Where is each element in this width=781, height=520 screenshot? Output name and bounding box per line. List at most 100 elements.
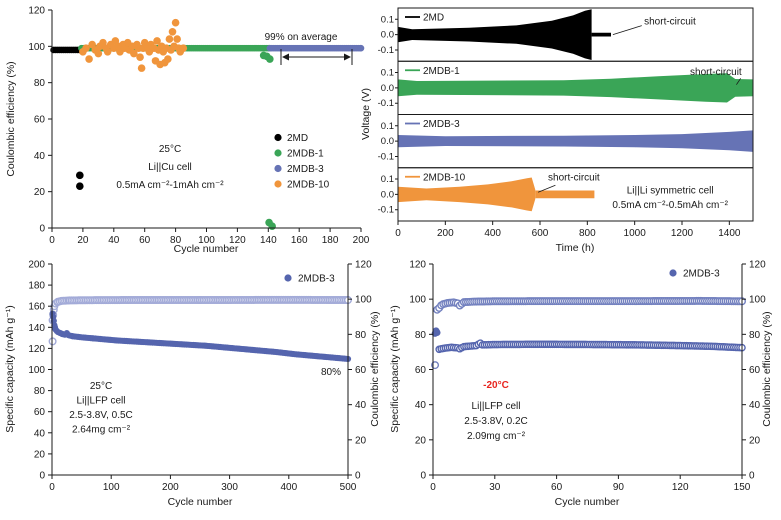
y-tick-label-left: 0 [420,471,426,482]
annotation-short-circuit: short-circuit [548,172,600,183]
legend-label: 2MDB-10 [423,172,466,183]
note-line: 0.5mA cm⁻²-1mAh cm⁻² [116,180,224,191]
x-tick-label: 120 [229,235,246,246]
y-tick-label: 0.1 [381,68,394,79]
series-2MDB-10-outlier [165,35,174,43]
x-tick-label: 200 [437,228,454,239]
legend-marker-2MDB-3 [274,164,282,173]
series-2MDB-10-outlier [130,49,138,58]
x-tick-label: 300 [221,482,238,493]
panel-d-lfp-cycling-minus20c-chart: 0 20 40 60 80 100 120 0 20 40 60 80 100 120 0 30 60 90 120… [390,260,773,509]
legend-label: 2MDB-10 [287,180,330,191]
series-2MDB-1-outlier [266,55,274,63]
y-tick-label-left: 40 [34,428,46,439]
y-tick-label: 0.0 [381,136,394,147]
y-tick-label-left: 80 [34,386,46,397]
series-2MD-outlier [76,171,84,180]
x-tick-label: 200 [162,482,179,493]
series-2MDB-10-outlier [136,53,144,62]
x-tick-label: 160 [291,235,308,246]
y-tick-label-right: 80 [355,330,367,341]
annotation-retention: 80% [321,367,341,378]
y-tick-label: 100 [28,42,45,53]
y-tick-label: 0.0 [381,189,394,200]
capacity-start-point [433,329,441,336]
x-tick-label: 90 [613,482,625,493]
voltage-envelope [398,9,592,61]
panel-c-lfp-cycling-25c-chart: 0 20 40 60 80 100 120 140 160 180 200 0 20 40 60 80 100 1… [4,260,381,509]
y-tick-label-left: 200 [28,260,45,271]
y-tick-label-right: 60 [749,365,761,376]
y-tick-label: 0 [39,224,45,235]
arrowhead-right [344,53,351,61]
x-tick-label: 40 [108,235,120,246]
post-short-trace [535,190,595,199]
y-tick-label-right: 0 [749,471,755,482]
x-tick-label: 140 [260,235,277,246]
note-line: 0.5mA cm⁻²-0.5mAh cm⁻² [612,200,728,211]
note-line: -20°C [483,380,509,391]
y-tick-label: 40 [34,151,46,162]
note-line: 25°C [159,144,181,155]
post-short-trace [591,32,611,37]
legend-label: 2MDB-1 [423,66,460,77]
y-tick-label-left: 100 [409,295,426,306]
y-tick-label: -0.1 [378,98,394,109]
x-tick-label: 100 [198,235,215,246]
x-tick-label: 400 [484,228,501,239]
y-tick-label: 0.1 [381,121,394,132]
y-tick-label-right: 120 [749,260,766,271]
legend-label: 2MDB-3 [298,274,335,285]
note-line: 25°C [90,381,112,392]
y-tick-label-left: 120 [28,344,45,355]
x-tick-label: 1000 [624,228,647,239]
series-2MDB-3 [357,44,365,52]
annotation-leader [612,25,642,35]
x-tick-label: 400 [280,482,297,493]
note-line: 2.09mg cm⁻² [467,431,526,442]
note-line: Li||LFP cell [77,396,126,407]
y-tick-label: 0.1 [381,174,394,185]
y-tick-label-right: 60 [355,365,367,376]
legend-label: 2MDB-3 [683,269,720,280]
x-tick-label: 120 [672,482,689,493]
y-tick-label-right: 20 [749,435,761,446]
x-tick-label: 0 [49,235,55,246]
x-tick-label: 60 [139,235,151,246]
voltage-envelope [398,177,536,212]
y-axis-title: Voltage (V) [360,88,372,140]
x-tick-label: 80 [170,235,182,246]
note-line: Li||Li symmetric cell [627,185,714,196]
x-tick-label: 1400 [718,228,741,239]
series-2MDB-10-outlier [179,44,188,52]
y-tick-label-right: 40 [749,400,761,411]
x-tick-label: 150 [734,482,751,493]
y-tick-label-right: 40 [355,400,367,411]
y-tick-label-left: 160 [28,302,45,313]
panel-b-voltage-profiles-chart: 0.1 0.0 -0.1 2MD short-circuit 0.1 0.0 -0.1 2MDB… [360,7,754,254]
note-line: 2.5-3.8V, 0.2C [464,416,528,427]
series-2MDB-10-outlier [103,47,112,56]
series-2MDB-10-outlier [173,35,181,43]
x-axis-title: Time (h) [556,242,595,254]
voltage-trace-2MD [398,9,611,61]
series-2MDB-10-outlier [94,49,103,58]
annotation-99-average: 99% on average [265,32,338,43]
y-tick-label: -0.1 [378,205,394,216]
legend-label: 2MDB-3 [423,119,460,130]
series-2MDB-10-outlier [82,44,90,52]
annotation-leader [736,78,742,85]
y-tick-label-left: 100 [28,365,45,376]
y-tick-label: 60 [34,115,46,126]
y-tick-label-right: 100 [355,295,372,306]
y-tick-label: 80 [34,78,46,89]
y-tick-label-left: 60 [415,365,427,376]
voltage-envelope [398,73,753,103]
x-axis-title: Cycle number [168,496,233,508]
x-tick-label: 200 [353,235,370,246]
x-tick-label: 100 [103,482,120,493]
y-tick-label-left: 120 [409,260,426,271]
annotation-leader [537,184,556,193]
y-axis-title: Coulombic efficiency (%) [5,61,17,176]
